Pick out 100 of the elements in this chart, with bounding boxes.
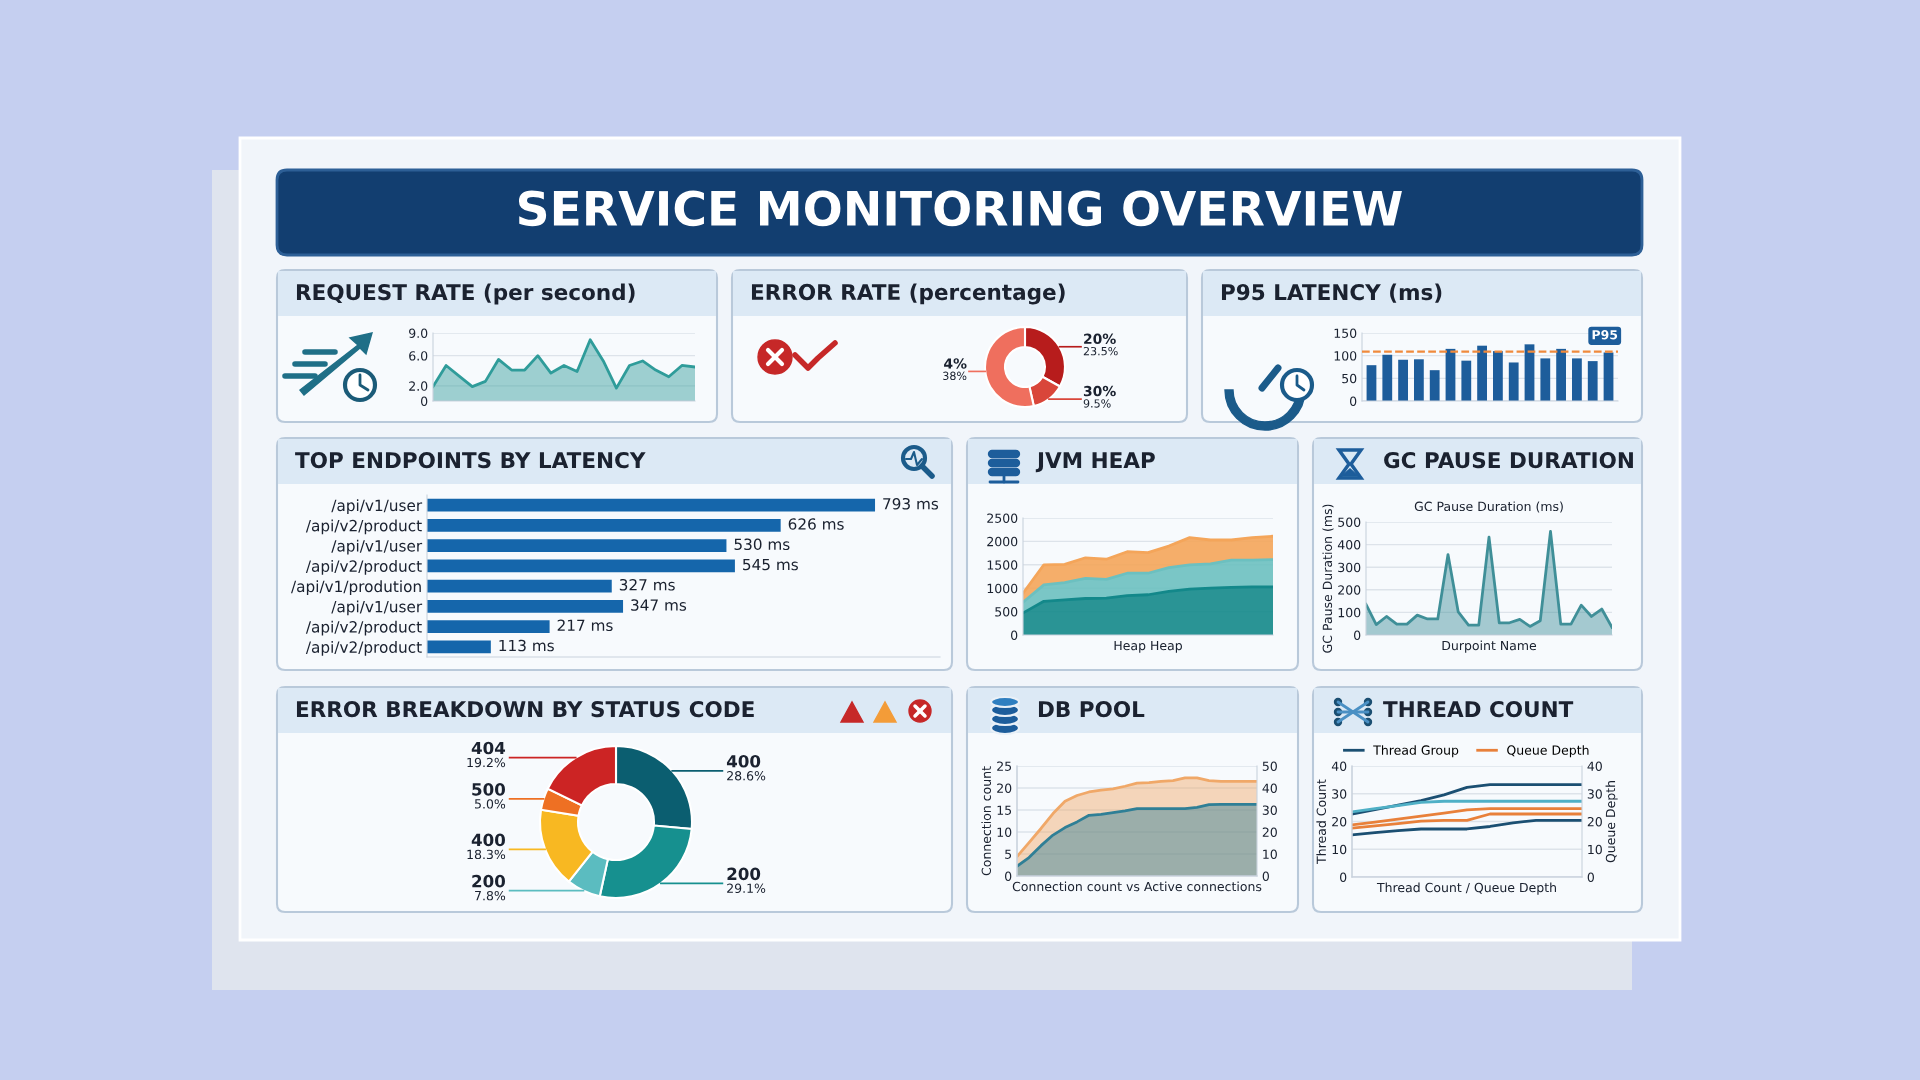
y-axis-title: Thread Count [1316,779,1327,864]
y2-tick-label: 50 [1262,761,1277,771]
bar [1572,358,1582,401]
chart-title: THREAD COUNT [1383,700,1574,718]
data-label: 327 ms [619,579,675,591]
bar [1382,354,1393,401]
slice-label: 200 [727,867,761,881]
bar [427,559,735,573]
bar [427,498,876,512]
y-tick-label: 0 [1354,630,1361,640]
data-label: 113 ms [499,639,554,652]
data-label: 18.3% [467,849,506,860]
chart-title: ERROR RATE (percentage) [751,283,1065,305]
y-tick-label: /api/v1/prodution [291,580,421,596]
y-tick-label: /api/v1/user [331,499,423,515]
data-label: 19.2% [467,757,506,768]
y-tick-label: 100 [1338,607,1361,618]
data-label: 29.1% [727,883,766,894]
y-tick-label: /api/v2/product [305,641,422,656]
bar [1366,365,1377,401]
chart-title: JVM HEAP [1035,452,1155,473]
line-series [1352,819,1582,837]
slice-label: 400 [471,833,505,847]
bar [427,519,781,532]
y-tick-label: 150 [1334,328,1357,338]
y-tick-label: 200 [1338,585,1361,595]
y2-axis-title: Queue Depth [1605,781,1618,863]
ref-line-label: P95 [1592,330,1618,340]
y-tick-label: 10 [997,827,1012,837]
x-axis-title: Heap Heap [1114,640,1182,653]
data-label: 530 ms [734,538,790,551]
y-tick-label: 30 [1332,789,1347,799]
data-label: 347 ms [631,599,687,611]
data-label: 5.0% [475,799,506,809]
y2-tick-label: 20 [1262,827,1277,837]
slice-label: 200 [472,874,505,888]
y2-tick-label: 30 [1262,805,1277,815]
bar [1587,361,1598,401]
y-tick-label: 500 [995,607,1018,617]
data-label: 793 ms [883,498,939,510]
y2-tick-label: 40 [1262,783,1277,793]
y-tick-label: 400 [1337,540,1361,550]
legend-label: Thread Group [1373,745,1459,758]
x-axis-title: Thread Count / Queue Depth [1376,882,1556,895]
y-tick-label: 40 [1331,761,1347,771]
bar [1556,348,1567,401]
y-tick-label: 300 [1338,562,1361,573]
legend-label: Queue Depth [1507,745,1589,758]
bar [427,640,491,654]
y-tick-label: 20 [1332,816,1347,827]
y2-tick-label: 20 [1587,816,1602,827]
y-tick-label: 500 [1338,517,1361,527]
y2-tick-label: 10 [1588,844,1602,855]
y-tick-label: 25 [997,761,1012,771]
y-tick-label: 0 [1005,871,1012,881]
data-label: 38% [943,371,967,381]
slice-label: 4% [944,358,967,369]
data-label: 545 ms [743,558,798,571]
data-label: 626 ms [788,518,844,530]
y-tick-label: /api/v1/user [331,539,423,555]
chart-title: REQUEST RATE (per second) [296,283,635,305]
bar [1413,359,1424,401]
y-tick-label: 6.0 [409,351,428,361]
y-tick-label: 1000 [987,583,1018,594]
y-tick-label: 1500 [987,560,1018,570]
chart-title: DB POOL [1038,700,1145,718]
bar [427,600,624,613]
bar [427,579,612,593]
slice-label: 404 [471,741,506,755]
y-tick-label: 0 [1350,396,1357,406]
data-label: 217 ms [557,619,613,632]
slice-label: 20% [1084,333,1116,345]
text: SERVICE MONITORING OVERVIEW [518,190,1402,227]
y-tick-label: 0 [1011,630,1018,640]
x-axis-title: Connection count vs Active connections [1012,881,1262,892]
slice-label: 400 [726,754,761,768]
x-axis-title: Durpoint Name [1442,640,1537,653]
bar [1461,360,1472,401]
y2-tick-label: 10 [1263,849,1277,859]
y2-tick-label: 30 [1587,789,1602,799]
y-tick-label: 2000 [987,536,1018,547]
bar [427,539,727,552]
y2-tick-label: 0 [1587,872,1594,882]
slice-label: 500 [472,783,505,796]
slice-label: 30% [1083,385,1116,397]
bar [1493,351,1503,401]
bar [1477,345,1487,401]
bar [1398,359,1408,401]
y-tick-label: 0 [1340,872,1347,882]
y-tick-label: 9.0 [409,328,428,338]
chart-title: ERROR BREAKDOWN BY STATUS CODE [296,700,754,718]
line-series [1352,807,1582,827]
chart-title: TOP ENDPOINTS BY LATENCY [295,451,646,469]
y-axis-title: GC Pause Duration (ms) [1322,504,1334,653]
y2-tick-label: 40 [1587,761,1602,771]
y-tick-label: 100 [1334,351,1357,361]
chart-subtitle: GC Pause Duration (ms) [1414,501,1563,513]
y-tick-label: 50 [1342,373,1357,384]
chart-title: GC PAUSE DURATION [1384,451,1633,469]
bar [1429,370,1440,401]
